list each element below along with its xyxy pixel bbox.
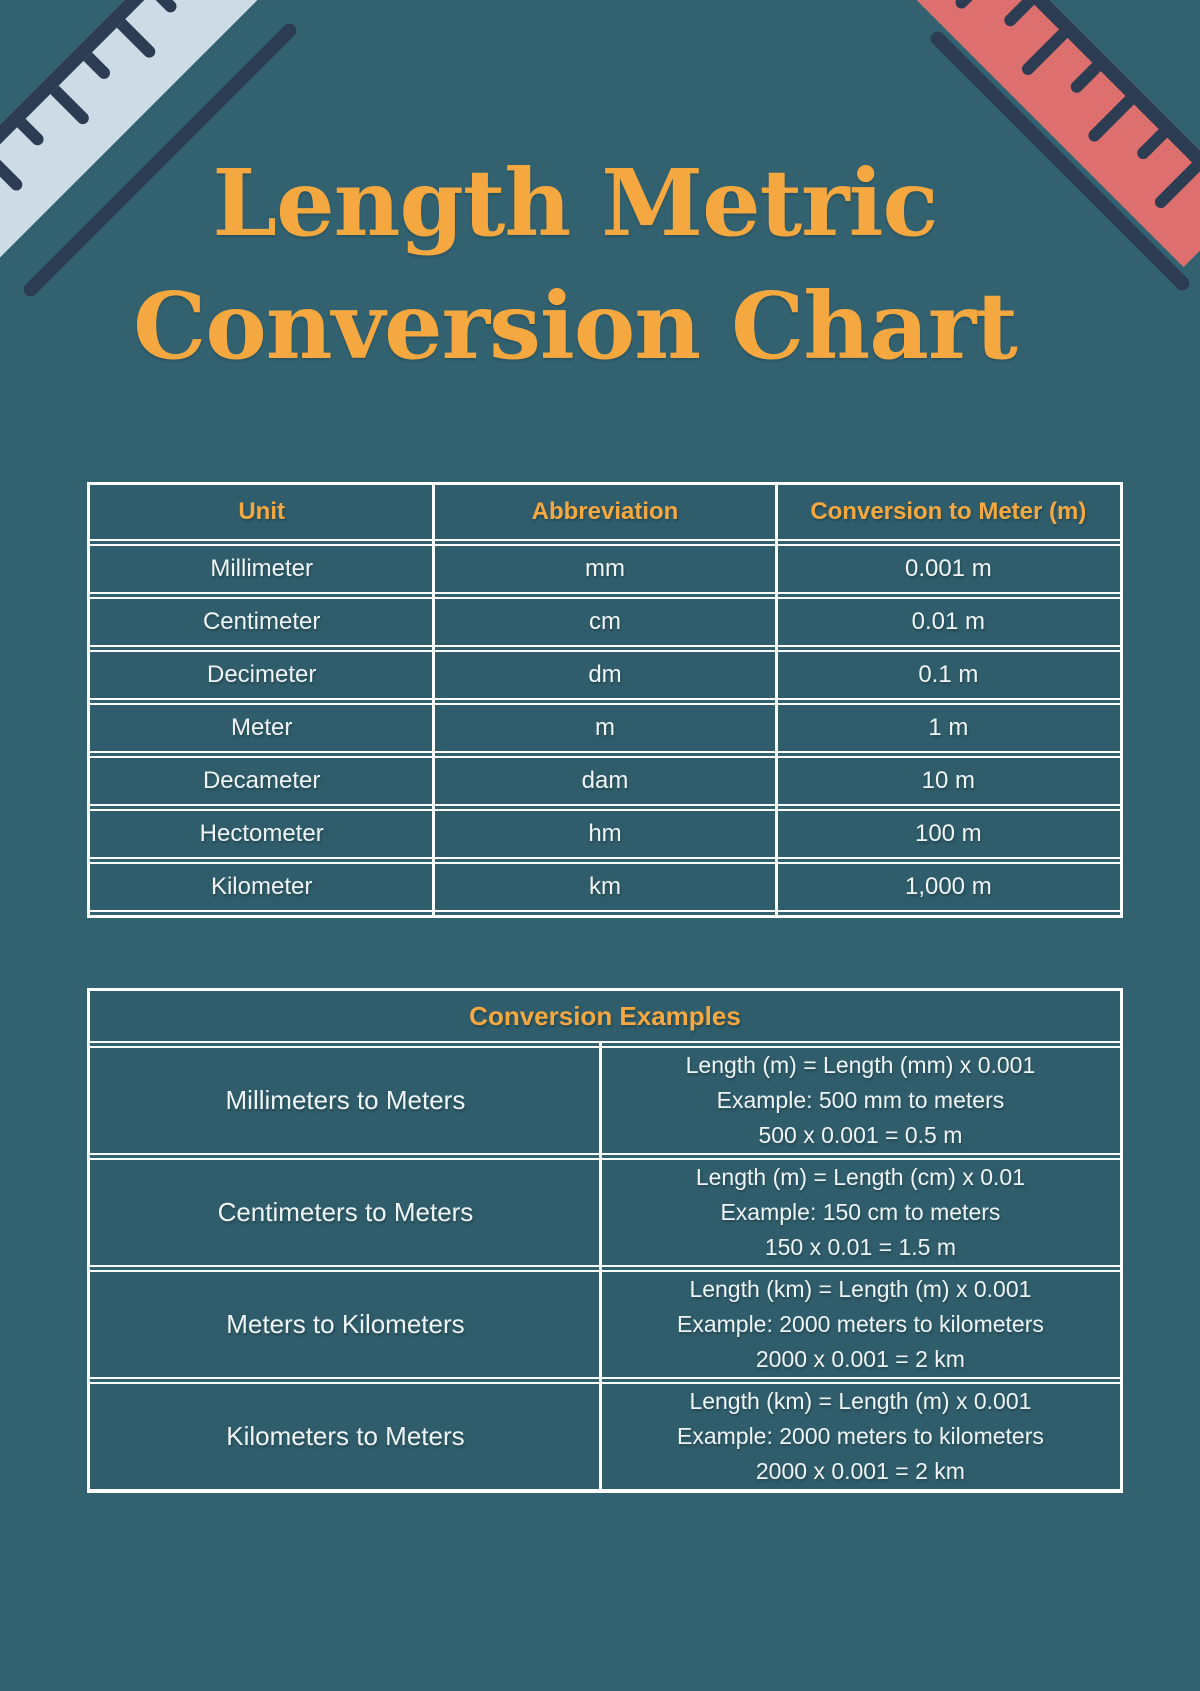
- unit-cell: Millimeter: [210, 555, 313, 582]
- example-formula: Length (m) = Length (cm) x 0.01: [695, 1164, 1026, 1190]
- example-label: Kilometers to Meters: [226, 1421, 465, 1451]
- example-label: Millimeters to Meters: [225, 1085, 466, 1115]
- abbr-cell: cm: [588, 608, 621, 635]
- example-text: Example: 500 mm to meters: [716, 1087, 1005, 1113]
- table-row: Centimeters to Meters Length (m) = Lengt…: [90, 1158, 1120, 1267]
- table-row: Meters to Kilometers Length (km) = Lengt…: [90, 1270, 1120, 1379]
- unit-cell: Centimeter: [202, 608, 321, 635]
- abbr-cell: hm: [588, 820, 622, 847]
- table-row: Kilometer km 1,000 m: [90, 862, 1120, 912]
- unit-table-header-row: Unit Abbreviation Conversion to Meter (m…: [90, 485, 1120, 541]
- table-row: Hectometer hm 100 m: [90, 809, 1120, 859]
- example-formula: Length (km) = Length (m) x 0.001: [689, 1388, 1032, 1414]
- table-row: Millimeters to Meters Length (m) = Lengt…: [90, 1046, 1120, 1155]
- unit-cell: Decameter: [202, 767, 321, 794]
- to-meter-cell: 0.1 m: [918, 661, 979, 688]
- example-label: Centimeters to Meters: [217, 1197, 474, 1227]
- table-row: Millimeter mm 0.001 m: [90, 544, 1120, 594]
- examples-table-title: Conversion Examples: [469, 1000, 741, 1031]
- table-row: Centimeter cm 0.01 m: [90, 597, 1120, 647]
- conversion-examples-table: Conversion Examples Millimeters to Meter…: [87, 988, 1123, 1493]
- example-detail: Length (km) = Length (m) x 0.001 Example…: [601, 1384, 1120, 1489]
- table-row: Decimeter dm 0.1 m: [90, 650, 1120, 700]
- example-result: 150 x 0.01 = 1.5 m: [764, 1234, 956, 1260]
- unit-cell: Meter: [230, 714, 293, 741]
- column-header-conversion: Conversion to Meter (m): [810, 498, 1087, 525]
- example-formula: Length (m) = Length (mm) x 0.001: [685, 1052, 1036, 1078]
- example-text: Example: 150 cm to meters: [720, 1199, 1001, 1225]
- example-result: 2000 x 0.001 = 2 km: [755, 1346, 965, 1372]
- page-title: Length Metric Conversion Chart: [0, 142, 1150, 388]
- column-header-abbreviation: Abbreviation: [531, 498, 679, 525]
- example-detail: Length (km) = Length (m) x 0.001 Example…: [601, 1272, 1120, 1377]
- table-column-divider: [431, 485, 435, 915]
- abbr-cell: m: [594, 714, 615, 741]
- unit-cell: Kilometer: [210, 873, 313, 900]
- unit-cell: Decimeter: [206, 661, 317, 688]
- table-row: Kilometers to Meters Length (km) = Lengt…: [90, 1382, 1120, 1491]
- example-text: Example: 2000 meters to kilometers: [676, 1311, 1044, 1337]
- example-detail: Length (m) = Length (cm) x 0.01 Example:…: [601, 1160, 1120, 1265]
- to-meter-cell: 0.01 m: [911, 608, 986, 635]
- example-result: 500 x 0.001 = 0.5 m: [758, 1122, 963, 1148]
- page-title-line1: Length Metric: [212, 149, 938, 257]
- page-title-line2: Conversion Chart: [133, 272, 1018, 380]
- table-column-divider: [599, 1043, 603, 1490]
- example-label: Meters to Kilometers: [226, 1309, 465, 1339]
- abbr-cell: km: [588, 873, 621, 900]
- table-row: Meter m 1 m: [90, 703, 1120, 753]
- abbr-cell: dam: [581, 767, 629, 794]
- to-meter-cell: 1 m: [928, 714, 969, 741]
- example-result: 2000 x 0.001 = 2 km: [755, 1458, 965, 1484]
- example-text: Example: 2000 meters to kilometers: [676, 1423, 1044, 1449]
- abbr-cell: dm: [588, 661, 622, 688]
- table-column-divider: [775, 485, 779, 915]
- to-meter-cell: 10 m: [921, 767, 975, 794]
- to-meter-cell: 0.001 m: [904, 555, 992, 582]
- unit-cell: Hectometer: [199, 820, 324, 847]
- to-meter-cell: 1,000 m: [904, 873, 992, 900]
- examples-table-header: Conversion Examples: [90, 991, 1120, 1043]
- example-detail: Length (m) = Length (mm) x 0.001 Example…: [601, 1048, 1120, 1153]
- abbr-cell: mm: [585, 555, 625, 582]
- unit-conversion-table: Unit Abbreviation Conversion to Meter (m…: [87, 482, 1123, 918]
- table-row: Decameter dam 10 m: [90, 756, 1120, 806]
- to-meter-cell: 100 m: [914, 820, 982, 847]
- example-formula: Length (km) = Length (m) x 0.001: [689, 1276, 1032, 1302]
- column-header-unit: Unit: [238, 498, 285, 525]
